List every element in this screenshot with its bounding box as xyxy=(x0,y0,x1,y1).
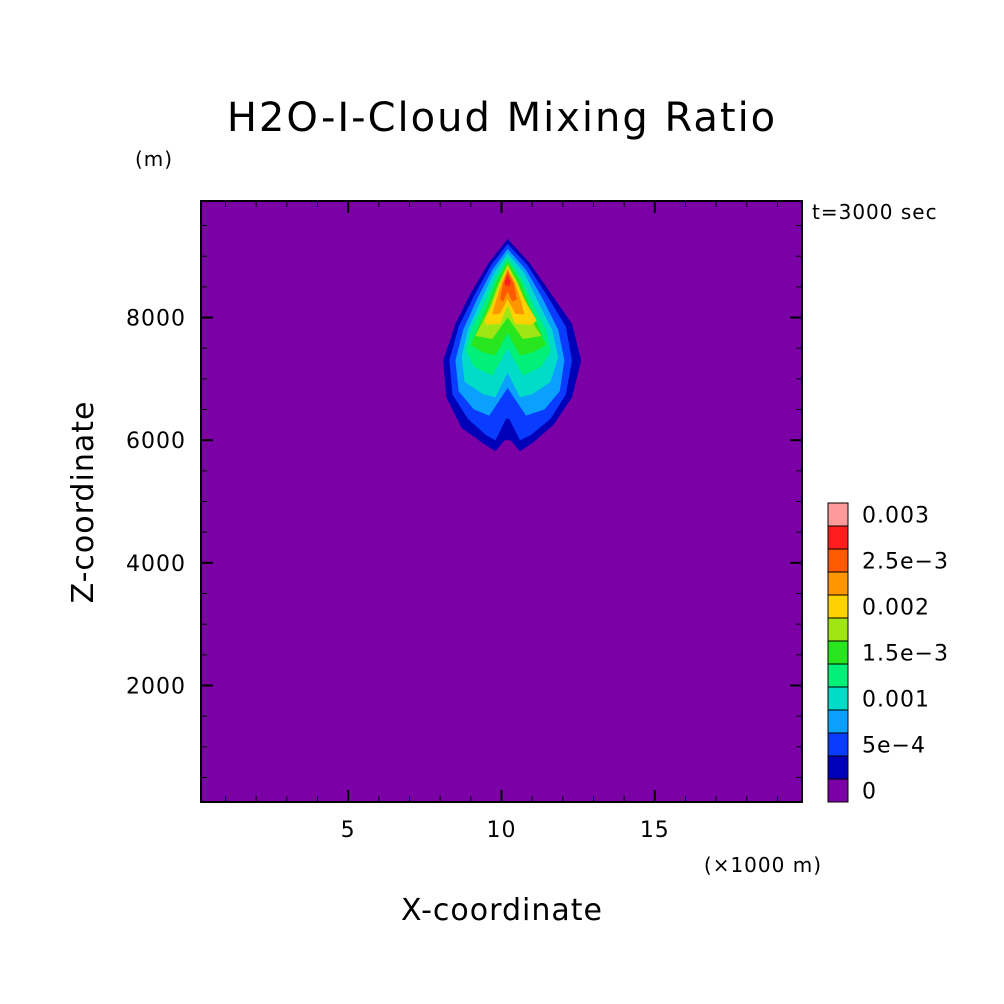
x-tick-label: 10 xyxy=(487,818,517,843)
y-axis-label: Z-coordinate xyxy=(66,401,101,604)
colorbar-cell xyxy=(827,732,849,757)
y-tick-label: 6000 xyxy=(126,429,186,454)
colorbar-cell xyxy=(827,755,849,780)
contour-region xyxy=(504,274,511,287)
colorbar-cell xyxy=(827,663,849,688)
colorbar-cell xyxy=(827,594,849,619)
plot-area xyxy=(200,200,803,803)
x-tick-label: 5 xyxy=(341,818,356,843)
colorbar-label: 1.5e−3 xyxy=(862,642,949,667)
colorbar-label: 2.5e−3 xyxy=(862,550,949,575)
y-tick-label: 8000 xyxy=(126,307,186,332)
colorbar-cell xyxy=(827,686,849,711)
colorbar-label: 5e−4 xyxy=(862,734,926,759)
contour-layers xyxy=(443,239,582,452)
colorbar-cells xyxy=(827,502,849,803)
colorbar-cell xyxy=(827,640,849,665)
contour-region xyxy=(500,270,517,302)
colorbar-cell xyxy=(827,571,849,596)
time-label: t=3000 sec xyxy=(812,200,938,224)
colorbar-labels: 0 5e−4 0.001 1.5e−3 0.002 2.5e−3 0.003 xyxy=(862,504,949,805)
colorbar-cell xyxy=(827,778,849,803)
y-axis-units: (m) xyxy=(135,147,173,171)
y-tick-label: 2000 xyxy=(126,674,186,699)
colorbar-cell xyxy=(827,709,849,734)
y-axis-ticks: 2000 4000 6000 8000 xyxy=(126,307,802,699)
colorbar-cell xyxy=(827,617,849,642)
colorbar-legend: 0 5e−4 0.001 1.5e−3 0.002 2.5e−3 0.003 xyxy=(827,502,949,805)
y-tick-label: 4000 xyxy=(126,552,186,577)
colorbar-label: 0.003 xyxy=(862,504,930,529)
x-tick-label: 15 xyxy=(640,818,670,843)
x-axis-ticks: 5 10 15 xyxy=(341,201,670,843)
colorbar-cell xyxy=(827,502,849,527)
colorbar-label: 0.002 xyxy=(862,596,930,621)
colorbar-label: 0.001 xyxy=(862,688,930,713)
chart-title: H2O-I-Cloud Mixing Ratio xyxy=(227,95,777,141)
x-axis-units: (×1000 m) xyxy=(704,853,822,877)
x-axis-label: X-coordinate xyxy=(401,893,603,928)
colorbar-cell xyxy=(827,525,849,550)
colorbar-cell xyxy=(827,548,849,573)
colorbar-label: 0 xyxy=(862,780,877,805)
